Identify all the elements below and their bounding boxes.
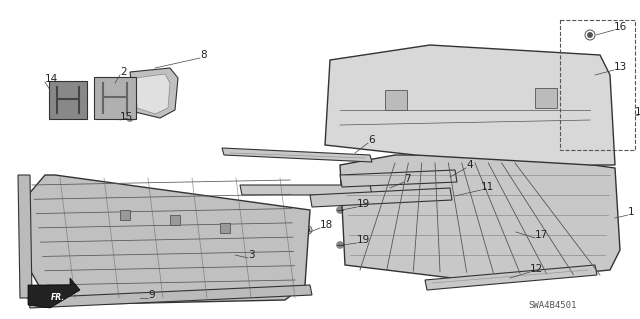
Text: 3: 3 [248,250,255,260]
Text: 17: 17 [535,230,548,240]
Text: 19: 19 [357,199,371,209]
Polygon shape [135,74,170,114]
Text: FR.: FR. [51,293,65,302]
Text: 10: 10 [635,107,640,117]
Text: 14: 14 [45,74,58,84]
Polygon shape [340,170,457,187]
Text: 12: 12 [530,264,543,274]
Circle shape [337,206,344,213]
Text: 6: 6 [368,135,374,145]
Polygon shape [130,68,178,118]
Polygon shape [222,148,372,162]
Polygon shape [310,188,452,207]
Text: 1: 1 [628,207,635,217]
Text: 15: 15 [120,112,133,122]
Circle shape [456,96,484,124]
Bar [535,88,557,108]
Bar [385,90,407,110]
Text: SWA4B4501: SWA4B4501 [529,300,577,309]
Polygon shape [325,45,615,165]
Circle shape [448,88,492,132]
Polygon shape [240,185,372,195]
Bar [560,20,635,150]
Circle shape [337,241,344,249]
Polygon shape [28,285,312,308]
Text: 7: 7 [404,174,411,184]
Polygon shape [425,265,597,290]
Bar [120,210,130,220]
Circle shape [508,226,512,230]
Circle shape [306,228,310,232]
Text: 11: 11 [481,182,494,192]
Circle shape [588,33,592,37]
Bar [49,81,87,119]
Text: 19: 19 [357,235,371,245]
Polygon shape [586,70,595,80]
Text: 16: 16 [614,22,627,32]
Polygon shape [340,155,620,282]
Text: 2: 2 [120,67,127,77]
Text: 18: 18 [320,220,333,230]
Circle shape [127,115,134,122]
Text: 8: 8 [200,50,207,60]
Text: 9: 9 [148,290,155,300]
Bar [170,215,180,225]
Polygon shape [28,278,80,308]
Polygon shape [28,175,310,305]
Text: 4: 4 [466,160,472,170]
Bar [220,223,230,233]
Text: 13: 13 [614,62,627,72]
Bar [94,77,136,119]
Polygon shape [18,175,32,298]
